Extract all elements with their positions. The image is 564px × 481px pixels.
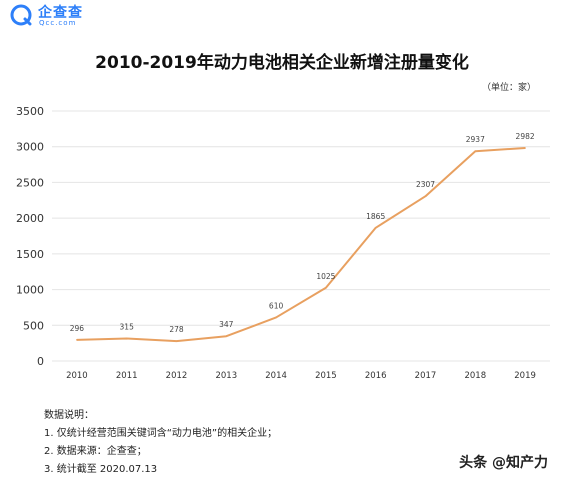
data-point xyxy=(225,335,228,338)
data-point xyxy=(175,340,178,342)
x-tick-label: 2010 xyxy=(66,371,88,381)
y-tick-label: 1500 xyxy=(16,248,44,261)
unit-label: （单位：家） xyxy=(481,83,536,93)
line-chart: 0 500 1000 1500 2000 2500 3000 3500 2010 2011 2012… xyxy=(16,105,550,381)
x-tick-label: 2019 xyxy=(514,371,536,381)
data-point xyxy=(374,226,377,229)
y-tick-label: 2500 xyxy=(16,176,44,189)
data-label: 278 xyxy=(169,325,184,334)
qcc-logo: 企查查 Qcc.com xyxy=(10,2,140,30)
x-tick-label: 2012 xyxy=(166,371,188,381)
x-tick-label: 2013 xyxy=(215,371,237,381)
data-label: 1865 xyxy=(366,212,385,221)
x-tick-label: 2017 xyxy=(415,371,437,381)
notes-heading: 数据说明： xyxy=(44,410,94,421)
qcc-logo-icon xyxy=(10,4,32,26)
x-tick-label: 2018 xyxy=(464,371,486,381)
data-label: 347 xyxy=(219,320,234,329)
note-source: 2. 数据来源：企查查； xyxy=(44,446,147,457)
data-point xyxy=(275,316,277,319)
data-point xyxy=(524,147,526,149)
data-label: 2307 xyxy=(416,180,435,189)
data-label: 2982 xyxy=(516,132,535,141)
x-tick-label: 2011 xyxy=(116,371,138,381)
data-point xyxy=(424,195,427,198)
series-line xyxy=(76,147,526,343)
logo-text: 企查查 xyxy=(38,5,83,21)
y-tick-label: 0 xyxy=(37,355,44,368)
data-point xyxy=(325,286,327,289)
y-tick-label: 3500 xyxy=(16,105,44,118)
note-cutoff: 3. 统计截至 2020.07.13 xyxy=(44,464,158,475)
data-label: 315 xyxy=(120,323,135,332)
y-tick-label: 2000 xyxy=(16,212,44,225)
data-point xyxy=(125,337,128,340)
y-tick-label: 3000 xyxy=(16,141,44,154)
y-tick-label: 500 xyxy=(23,319,44,332)
chart-title: 2010-2019年动力电池相关企业新增注册量变化 xyxy=(95,53,469,73)
data-label: 610 xyxy=(269,301,284,310)
data-label: 1025 xyxy=(316,272,335,281)
watermark: 头条 @知产力 xyxy=(459,455,548,471)
x-tick-label: 2015 xyxy=(315,371,337,381)
note-scope: 1. 仅统计经营范围关键词含“动力电池”的相关企业； xyxy=(44,428,278,439)
logo-domain: Qcc.com xyxy=(39,19,77,27)
data-label: 296 xyxy=(70,324,85,333)
x-tick-label: 2016 xyxy=(365,371,387,381)
data-point xyxy=(474,150,477,153)
data-point xyxy=(76,339,78,341)
y-tick-label: 1000 xyxy=(16,284,44,297)
x-tick-label: 2014 xyxy=(265,371,287,381)
data-label: 2937 xyxy=(466,135,485,144)
data-notes: 数据说明： 1. 仅统计经营范围关键词含“动力电池”的相关企业； 2. 数据来源… xyxy=(44,407,277,479)
